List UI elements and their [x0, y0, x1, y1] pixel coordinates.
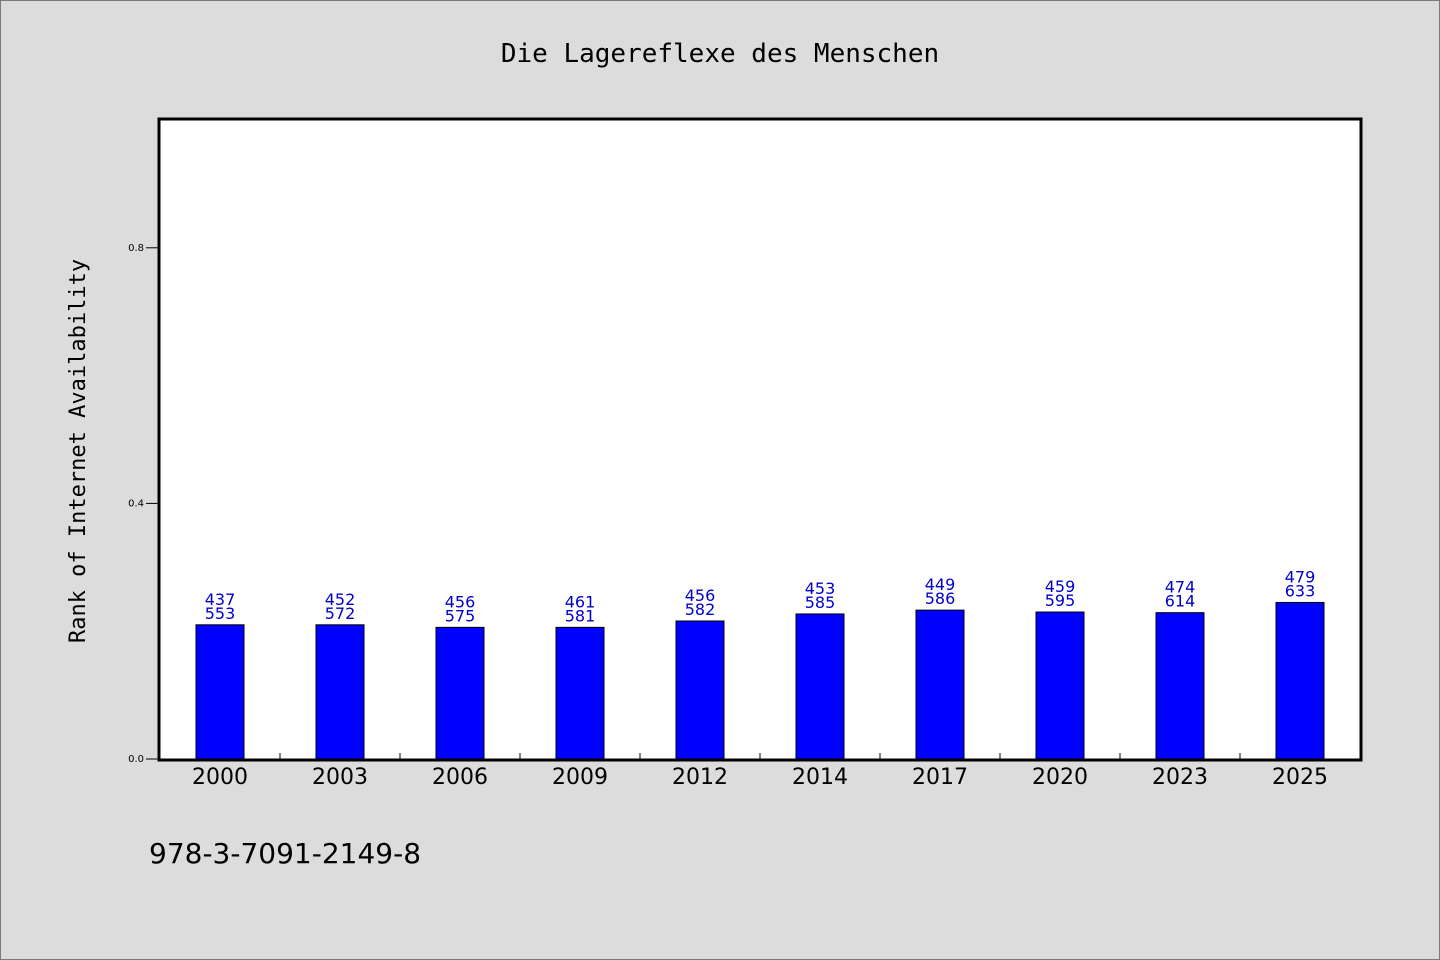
- x-tick-label-2012: 2012: [672, 765, 728, 790]
- bar-label-top-2023: 474: [1165, 578, 1196, 597]
- bar-label-bottom-2020: 595: [1045, 591, 1076, 610]
- x-tick-label-2003: 2003: [312, 765, 368, 790]
- x-tick-label-2006: 2006: [432, 765, 488, 790]
- x-axis-ticks: 2000 2003 2006 2009 2012 2014 2017 2020 2023 2025: [192, 753, 1328, 790]
- x-tick-label-2017: 2017: [912, 765, 968, 790]
- y-axis-ticks: 0.0 0.4 0.8: [128, 243, 160, 765]
- bar-2014: [795, 613, 845, 760]
- chart-title: Die Lagereflexe des Menschen: [501, 39, 939, 69]
- x-tick-label-2014: 2014: [792, 765, 848, 790]
- bar-2003: [315, 624, 365, 760]
- bar-label-top-2020: 459: [1045, 577, 1076, 596]
- bar-label-bottom-2012: 582: [685, 600, 716, 619]
- bar-label-bottom-2014: 585: [805, 593, 836, 612]
- bar-label-top-2000: 437: [205, 590, 236, 609]
- bar-2017: [915, 609, 965, 760]
- x-tick-label-2009: 2009: [552, 765, 608, 790]
- x-tick-label-2000: 2000: [192, 765, 248, 790]
- x-tick-label-2020: 2020: [1032, 765, 1088, 790]
- bar-2009: [555, 626, 605, 760]
- bar-2020: [1035, 611, 1085, 760]
- bar-label-bottom-2009: 581: [565, 606, 596, 625]
- bar-label-top-2017: 449: [925, 575, 956, 594]
- bar-label-bottom-2006: 575: [445, 606, 476, 625]
- bar-label-top-2012: 456: [685, 586, 716, 605]
- bar-2006: [435, 626, 485, 760]
- bar-2023: [1155, 612, 1205, 760]
- bars-layer: 4375534525724565754615814565824535854495…: [195, 567, 1325, 760]
- x-tick-label-2023: 2023: [1152, 765, 1208, 790]
- bar-2012: [675, 620, 725, 760]
- bar-label-bottom-2017: 586: [925, 589, 956, 608]
- y-tick-label-0.0: 0.0: [128, 754, 144, 765]
- bar-2000: [195, 624, 245, 760]
- y-axis-label: Rank of Internet Availability: [66, 259, 91, 643]
- bar-label-bottom-2003: 572: [325, 604, 356, 623]
- y-tick-label-0.8: 0.8: [128, 243, 144, 254]
- bar-label-bottom-2023: 614: [1165, 592, 1196, 611]
- x-tick-label-2025: 2025: [1272, 765, 1328, 790]
- bar-label-top-2025: 479: [1285, 567, 1316, 586]
- bar-label-top-2009: 461: [565, 592, 596, 611]
- bar-label-bottom-2025: 633: [1285, 581, 1316, 600]
- footer-isbn: 978-3-7091-2149-8: [149, 837, 421, 870]
- bar-label-bottom-2000: 553: [205, 604, 236, 623]
- bar-2025: [1275, 601, 1325, 760]
- bar-label-top-2006: 456: [445, 592, 476, 611]
- y-tick-label-0.4: 0.4: [128, 498, 144, 509]
- bar-label-top-2014: 453: [805, 579, 836, 598]
- bar-label-top-2003: 452: [325, 590, 356, 609]
